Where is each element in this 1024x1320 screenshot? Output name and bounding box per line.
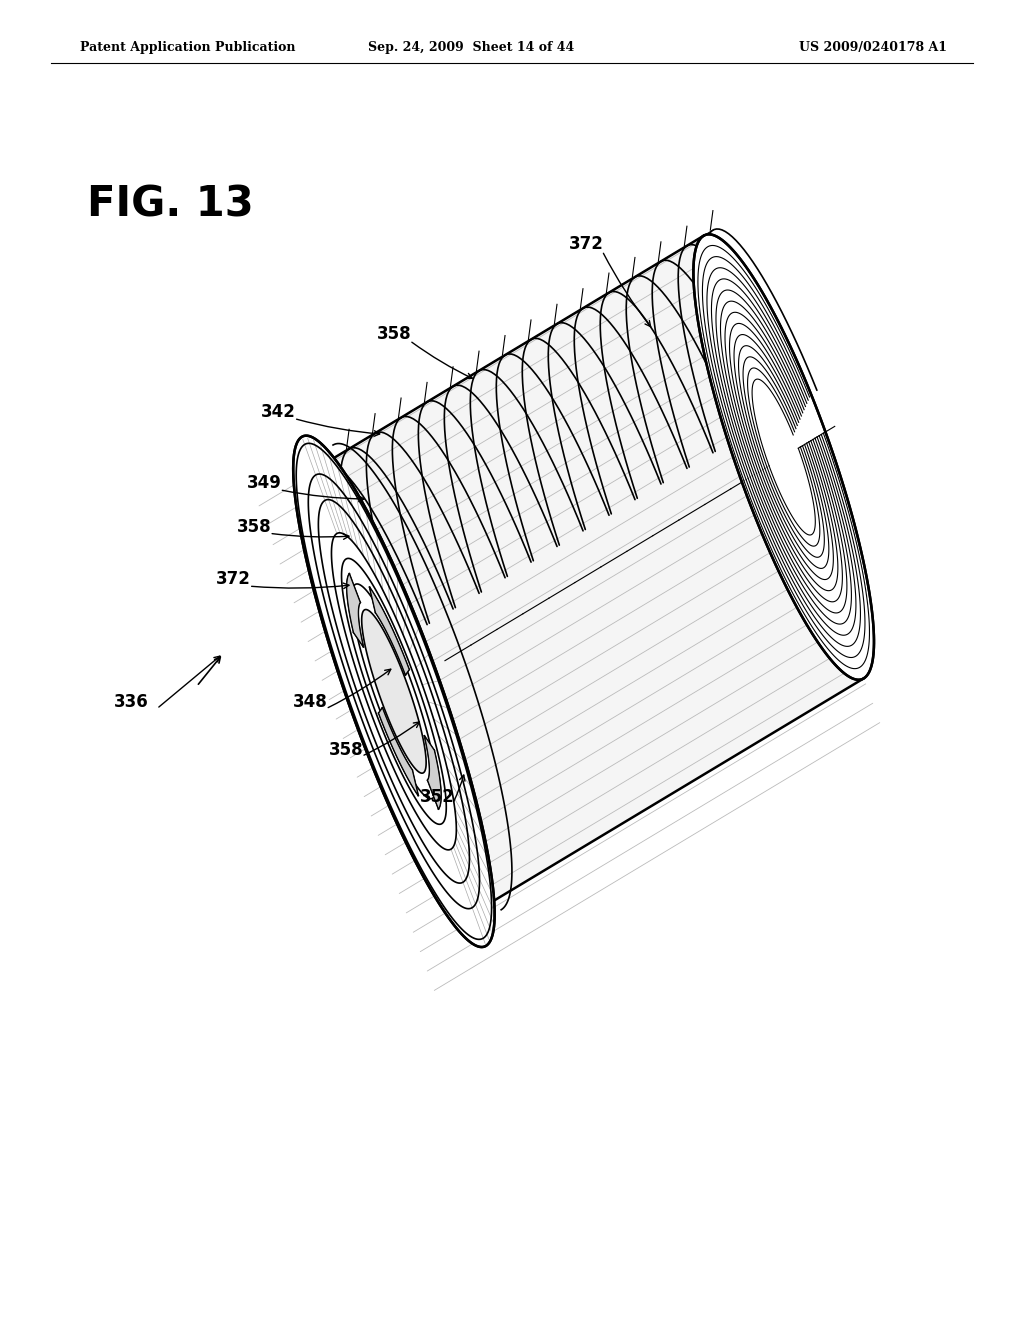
Polygon shape bbox=[347, 574, 364, 647]
Text: 336: 336 bbox=[114, 693, 148, 711]
Polygon shape bbox=[313, 236, 864, 912]
Polygon shape bbox=[293, 436, 495, 946]
Text: Sep. 24, 2009  Sheet 14 of 44: Sep. 24, 2009 Sheet 14 of 44 bbox=[368, 41, 574, 54]
Polygon shape bbox=[424, 735, 441, 809]
Polygon shape bbox=[370, 587, 410, 675]
Text: 352: 352 bbox=[420, 788, 455, 807]
Text: FIG. 13: FIG. 13 bbox=[87, 183, 254, 226]
Text: 348: 348 bbox=[293, 693, 328, 711]
Polygon shape bbox=[693, 235, 873, 680]
Text: 358: 358 bbox=[377, 325, 412, 343]
Text: Patent Application Publication: Patent Application Publication bbox=[80, 41, 295, 54]
Text: 342: 342 bbox=[261, 403, 296, 421]
Text: 358: 358 bbox=[237, 517, 271, 536]
Text: 349: 349 bbox=[247, 474, 282, 492]
Text: 358: 358 bbox=[329, 741, 364, 759]
Polygon shape bbox=[379, 708, 418, 796]
Polygon shape bbox=[361, 610, 426, 774]
Text: 372: 372 bbox=[569, 235, 604, 253]
Text: 372: 372 bbox=[216, 570, 251, 589]
Text: US 2009/0240178 A1: US 2009/0240178 A1 bbox=[799, 41, 947, 54]
